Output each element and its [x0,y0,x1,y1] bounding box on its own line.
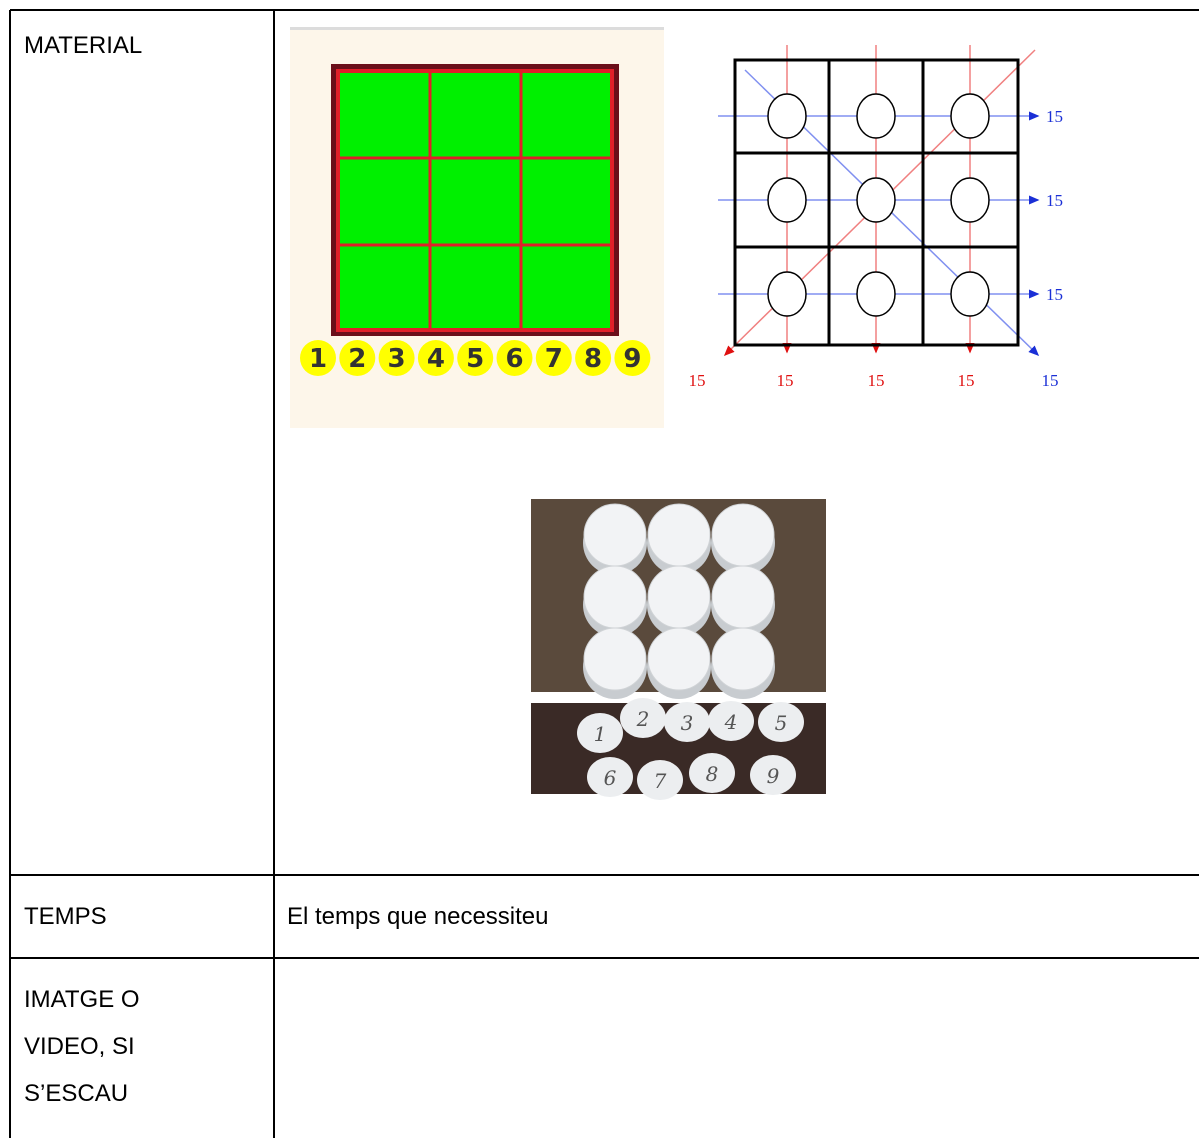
slot [767,177,807,223]
slot [950,93,990,139]
cap-number: 4 [724,710,738,734]
bottle-cap [647,503,711,567]
sum-label: 15 [1042,371,1059,390]
cap-number: 8 [706,762,719,786]
bottle-cap [620,698,666,738]
number-badge [614,340,651,376]
cap-number: 2 [636,707,650,731]
badge-number: 1 [309,344,327,374]
badge-number: 4 [427,344,445,374]
numbered-caps-photo: 1 2 3 4 5 6 7 8 9 [531,698,826,800]
magic-square-diagram: 15 15 15 15 15 15 15 15 [689,45,1063,390]
cap-number: 3 [681,711,694,735]
number-badge [300,340,336,376]
bottle-cap [587,757,633,797]
bottle-cap [583,503,647,567]
slot [767,271,807,317]
badge-number: 5 [466,344,484,374]
row-label: IMATGE O VIDEO, SI S’ESCAU [24,986,140,1107]
number-badge [575,340,612,376]
badge-number: 2 [348,344,366,374]
cap-number: 6 [604,766,617,790]
cap-number: 1 [594,722,607,746]
caps-photo [531,499,826,699]
bottle-cap [689,753,735,793]
bottle-cap [583,565,647,629]
number-badge [496,340,533,376]
bottle-cap [647,627,711,691]
bottle-cap [664,702,710,742]
row-label: TEMPS [24,903,107,930]
bottle-cap [758,702,804,742]
bottle-cap [708,701,754,741]
bottle-cap [711,565,775,629]
slot [856,93,896,139]
table-borders [9,9,1199,1138]
number-badge [457,340,494,376]
row-content: El temps que necessiteu [287,903,549,930]
bottle-cap [647,565,711,629]
sum-label: 15 [1046,285,1063,304]
sum-label: 15 [1046,191,1063,210]
sum-label: 15 [689,371,706,390]
number-badge [339,340,376,376]
number-badge [378,340,415,376]
cap-number: 5 [775,711,788,735]
cap-number: 9 [767,764,780,788]
number-badge [535,340,572,376]
badge-number: 7 [545,344,563,374]
slot [856,177,896,223]
slot [856,271,896,317]
bottle-cap [577,713,623,753]
badge-number: 9 [623,344,641,374]
number-badge [417,340,454,376]
sum-label: 15 [777,371,794,390]
bottle-cap [711,627,775,691]
slot [950,177,990,223]
sum-label: 15 [958,371,975,390]
row-label: MATERIAL [24,32,143,59]
bottle-cap [637,760,683,800]
bottle-cap [711,503,775,567]
sum-label: 15 [868,371,885,390]
badge-number: 8 [584,344,602,374]
bottle-cap [583,627,647,691]
bottle-cap [750,755,796,795]
cap-number: 7 [654,769,667,793]
slot [950,271,990,317]
badge-number: 3 [388,344,406,374]
slot [767,93,807,139]
badge-number: 6 [505,344,523,374]
sum-label: 15 [1046,107,1063,126]
